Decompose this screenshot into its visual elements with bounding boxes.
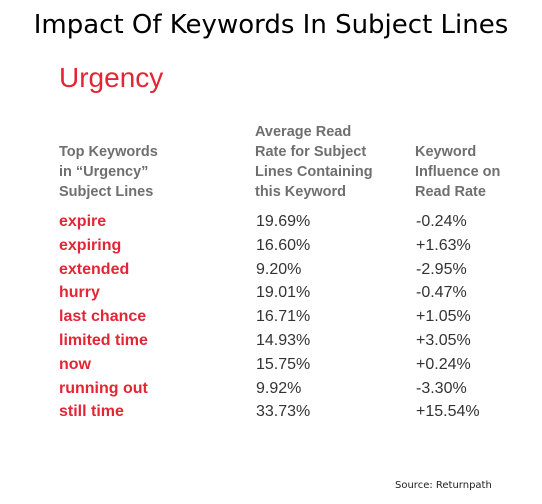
column-header-line: Rate for Subject	[255, 144, 367, 160]
table-row: limited time 14.93% +3.05%	[0, 330, 542, 354]
influence-cell: +15.54%	[416, 403, 480, 421]
column-header-line: Read Rate	[415, 184, 486, 200]
table-row: extended 9.20% -2.95%	[0, 259, 542, 283]
column-header-line: Average Read	[255, 124, 352, 140]
column-header-line: Keyword	[415, 144, 477, 160]
influence-cell: +1.05%	[416, 308, 471, 326]
read-rate-cell: 9.92%	[256, 379, 302, 397]
influence-cell: -0.47%	[416, 284, 467, 302]
read-rate-cell: 14.93%	[256, 331, 311, 349]
source-credit: Source: Returnpath	[395, 480, 492, 491]
keyword-table: expire 19.69% -0.24% expiring 16.60% +1.…	[0, 211, 542, 425]
table-row: expiring 16.60% +1.63%	[0, 235, 542, 259]
read-rate-cell: 16.71%	[256, 308, 311, 326]
keyword-cell: running out	[59, 379, 148, 397]
read-rate-cell: 16.60%	[256, 236, 311, 254]
influence-cell: -2.95%	[416, 260, 467, 278]
column-header-line: Lines Containing	[255, 164, 373, 180]
column-header-keyword-influence: Keyword Influence on Read Rate	[415, 142, 500, 202]
column-header-line: this Keyword	[255, 184, 347, 200]
table-row: expire 19.69% -0.24%	[0, 211, 542, 235]
table-row: still time 33.73% +15.54%	[0, 401, 542, 425]
read-rate-cell: 15.75%	[256, 355, 311, 373]
read-rate-cell: 19.01%	[256, 284, 311, 302]
influence-cell: +1.63%	[416, 236, 471, 254]
keyword-cell: hurry	[59, 284, 100, 302]
influence-cell: +0.24%	[416, 355, 471, 373]
page-title: Impact Of Keywords In Subject Lines	[33, 10, 509, 40]
read-rate-cell: 33.73%	[256, 403, 311, 421]
column-header-line: Top Keywords	[59, 144, 158, 160]
section-title-urgency: Urgency	[59, 62, 164, 93]
keyword-cell: now	[59, 355, 91, 373]
influence-cell: +3.05%	[416, 331, 471, 349]
table-row: running out 9.92% -3.30%	[0, 378, 542, 402]
read-rate-cell: 9.20%	[256, 260, 302, 278]
keyword-cell: extended	[59, 260, 130, 278]
table-row: now 15.75% +0.24%	[0, 354, 542, 378]
column-header-keywords: Top Keywords in “Urgency” Subject Lines	[59, 142, 158, 202]
keyword-cell: expiring	[59, 236, 122, 254]
column-header-line: in “Urgency”	[59, 164, 149, 180]
table-row: hurry 19.01% -0.47%	[0, 282, 542, 306]
table-row: last chance 16.71% +1.05%	[0, 306, 542, 330]
influence-cell: -3.30%	[416, 379, 467, 397]
column-header-line: Subject Lines	[59, 184, 154, 200]
read-rate-cell: 19.69%	[256, 213, 311, 230]
keyword-cell: expire	[59, 213, 107, 230]
column-header-average-read-rate: Average Read Rate for Subject Lines Cont…	[255, 122, 373, 202]
keyword-cell: still time	[59, 403, 124, 421]
column-header-line: Influence on	[415, 164, 501, 180]
keyword-cell: limited time	[59, 331, 148, 349]
keyword-cell: last chance	[59, 308, 147, 326]
influence-cell: -0.24%	[416, 213, 467, 230]
